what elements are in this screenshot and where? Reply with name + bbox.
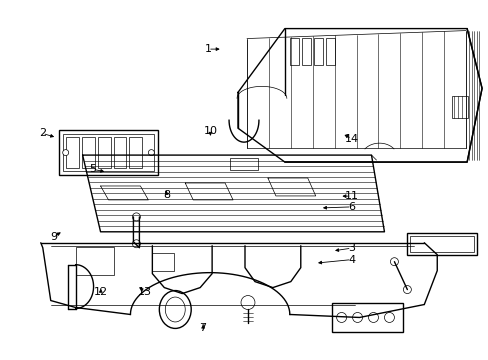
Bar: [113, 137, 126, 168]
Circle shape: [241, 296, 254, 310]
Text: 7: 7: [199, 323, 206, 333]
Bar: [98, 137, 110, 168]
Bar: [301, 37, 310, 66]
Bar: [76, 247, 113, 275]
Circle shape: [148, 150, 154, 156]
Text: 6: 6: [347, 202, 354, 212]
Circle shape: [62, 150, 68, 156]
Text: 9: 9: [50, 232, 57, 242]
Bar: [409, 236, 473, 252]
Circle shape: [368, 312, 378, 323]
Bar: [313, 37, 322, 66]
Text: 8: 8: [163, 190, 170, 200]
Bar: [65, 137, 79, 168]
Bar: [129, 137, 142, 168]
Ellipse shape: [159, 291, 191, 328]
Bar: [325, 37, 334, 66]
Bar: [81, 137, 94, 168]
Circle shape: [132, 240, 140, 248]
Circle shape: [336, 312, 346, 323]
Circle shape: [132, 213, 140, 221]
Ellipse shape: [165, 297, 185, 322]
Circle shape: [389, 258, 398, 266]
Text: 11: 11: [344, 191, 358, 201]
Circle shape: [403, 285, 410, 293]
Bar: [152, 253, 174, 271]
Bar: [407, 233, 476, 255]
Bar: [62, 134, 154, 171]
Text: 13: 13: [137, 287, 151, 297]
Bar: [331, 302, 403, 332]
Bar: [229, 158, 258, 170]
Bar: [451, 96, 467, 118]
Text: 4: 4: [347, 255, 354, 265]
Circle shape: [352, 312, 362, 323]
Bar: [289, 37, 298, 66]
Text: 3: 3: [347, 243, 354, 253]
Text: 14: 14: [344, 134, 358, 144]
Text: 2: 2: [39, 129, 46, 138]
Circle shape: [384, 312, 394, 323]
Text: 1: 1: [204, 44, 211, 54]
Text: 10: 10: [203, 126, 217, 135]
Text: 12: 12: [94, 287, 108, 297]
Bar: [59, 130, 158, 175]
Text: 5: 5: [89, 164, 96, 174]
